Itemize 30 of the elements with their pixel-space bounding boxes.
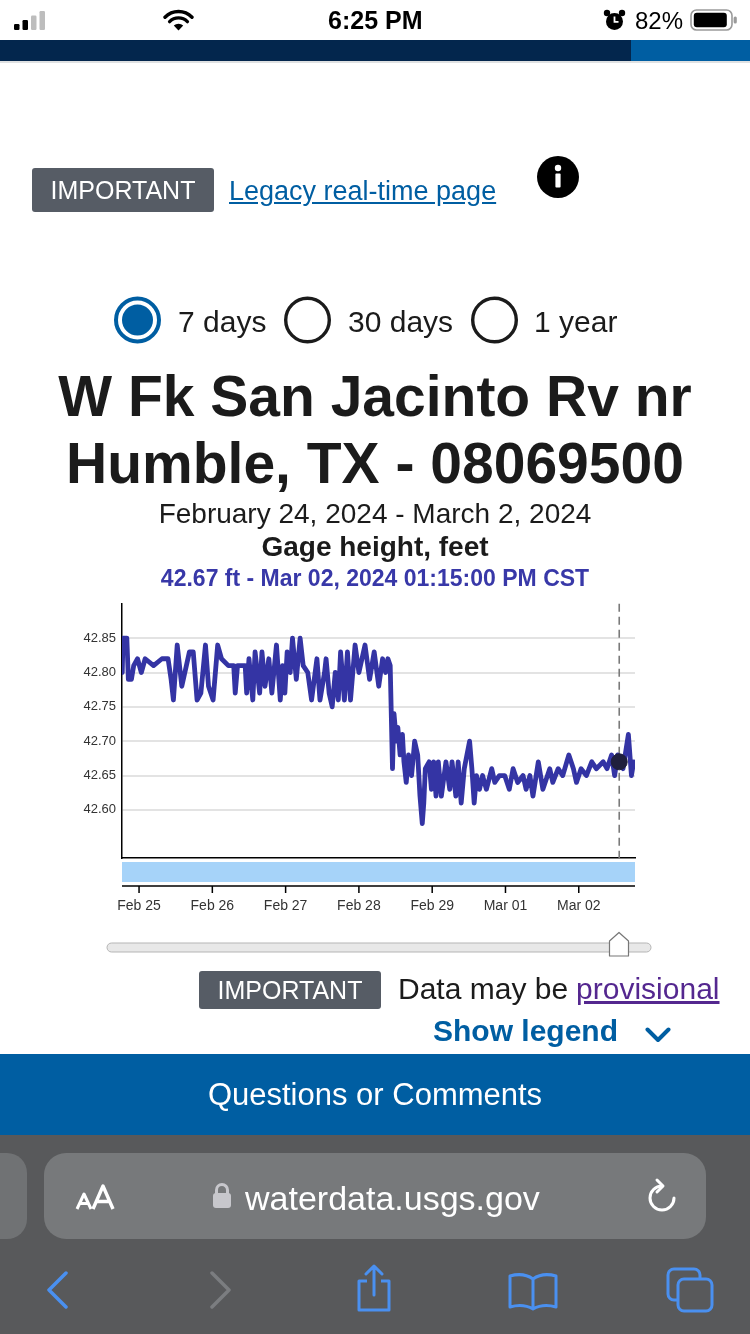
x-tick-label: Feb 26: [190, 897, 235, 914]
x-tick-label: Feb 29: [410, 897, 455, 914]
badge: IMPORTANT: [32, 168, 214, 212]
text: Data may be: [398, 972, 569, 1005]
text: 7 days: [178, 305, 267, 338]
text: provisional: [576, 972, 720, 1005]
x-tick-label: Feb 25: [117, 897, 162, 914]
y-tick-label: 42.60: [83, 801, 116, 817]
y-axis-title: Gage height, feet: [261, 531, 489, 562]
text: 82%: [635, 7, 684, 34]
text: waterdata.usgs.gov: [245, 1179, 540, 1217]
text: 30 days: [348, 305, 454, 338]
y-tick-label: 42.65: [83, 767, 116, 783]
chart-subtitle: February 24, 2024 - March 2, 2024: [158, 498, 592, 529]
text: Legacy real-time page: [229, 176, 497, 206]
y-tick-label: 42.80: [83, 664, 116, 680]
y-tick-label: 42.75: [83, 698, 116, 714]
x-tick-label: Mar 02: [556, 897, 601, 914]
text: Show legend: [433, 1014, 619, 1047]
text: 1 year: [534, 305, 618, 338]
chart-title: W Fk San Jacinto Rv nr Humble, TX - 08069500: [57, 363, 693, 497]
x-tick-label: Feb 28: [337, 897, 381, 914]
y-tick-label: 42.70: [83, 732, 116, 748]
text: 6:25 PM: [328, 6, 423, 34]
x-tick-label: Feb 27: [263, 897, 308, 914]
text: 42.67 ft - Mar 02, 2024 01:15:00 PM CST: [160, 565, 590, 591]
footer-banner: Questions or Comments: [0, 1054, 750, 1135]
y-tick-label: 42.85: [83, 629, 116, 645]
x-tick-label: Mar 01: [483, 897, 528, 914]
badge: IMPORTANT: [199, 971, 381, 1009]
